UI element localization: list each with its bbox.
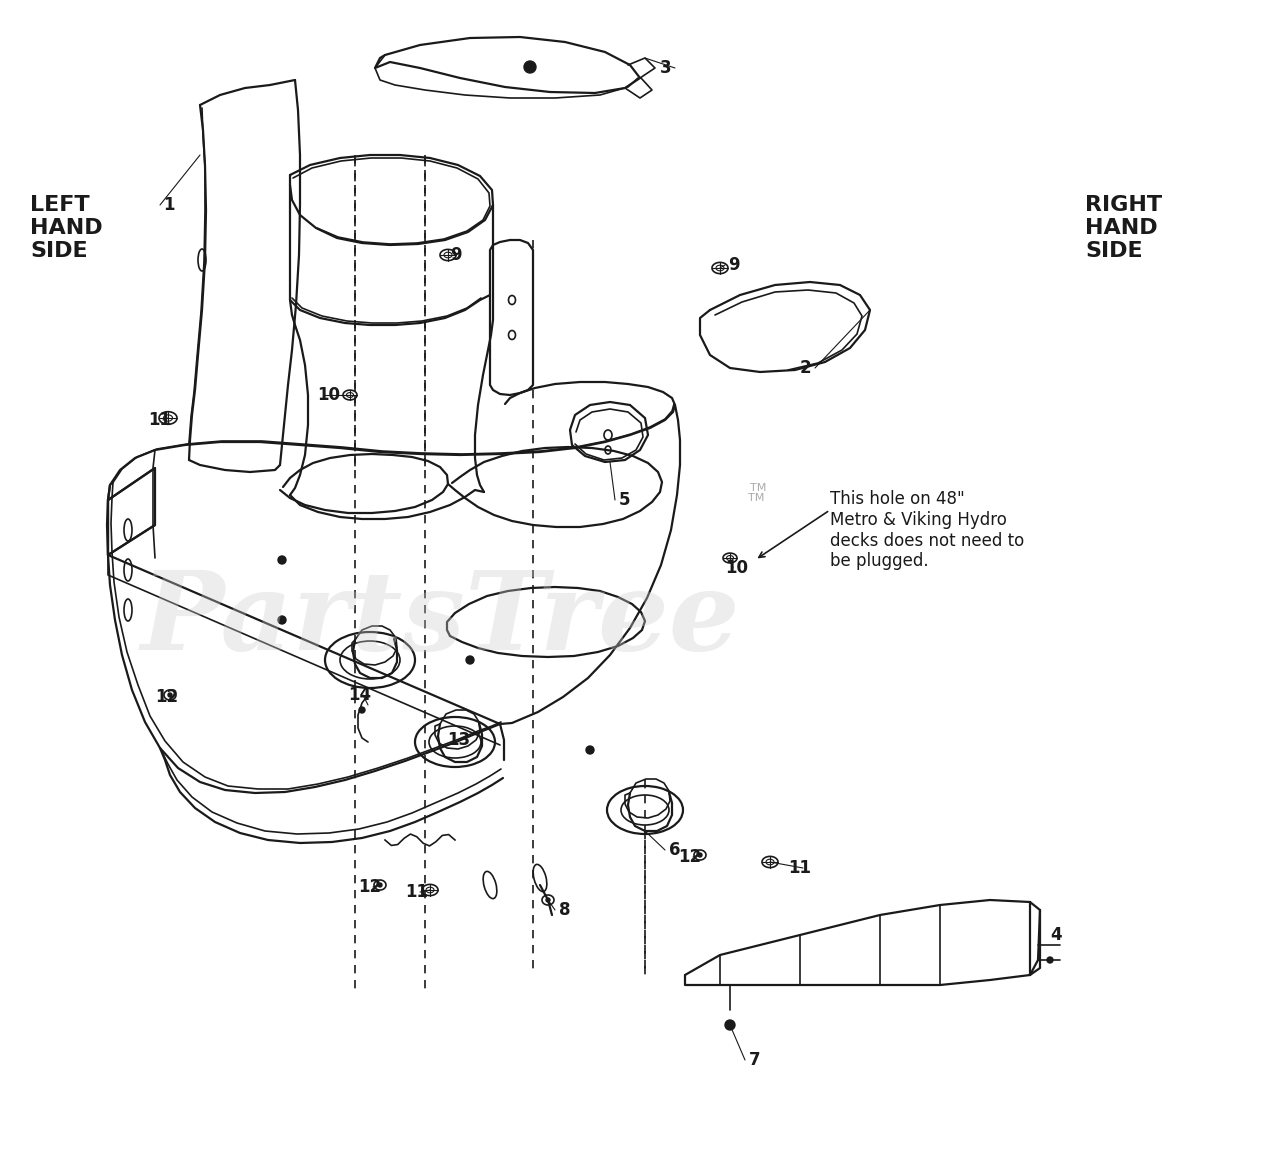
Text: 12: 12: [155, 689, 178, 706]
Text: 12: 12: [678, 848, 701, 866]
Text: 5: 5: [618, 491, 630, 509]
Circle shape: [378, 883, 381, 887]
Text: 1: 1: [164, 196, 175, 213]
Text: 3: 3: [660, 59, 672, 77]
Circle shape: [724, 1021, 735, 1030]
Circle shape: [1047, 957, 1053, 963]
Text: 13: 13: [447, 731, 470, 750]
Text: 9: 9: [728, 256, 740, 274]
Text: 10: 10: [317, 386, 340, 404]
Text: 11: 11: [148, 411, 172, 429]
Circle shape: [358, 707, 365, 713]
Circle shape: [524, 61, 536, 73]
Circle shape: [547, 899, 550, 902]
Circle shape: [698, 853, 701, 857]
Text: RIGHT
HAND
SIDE: RIGHT HAND SIDE: [1085, 195, 1162, 262]
Text: 4: 4: [1050, 925, 1061, 944]
Text: PartsTree: PartsTree: [141, 567, 740, 673]
Text: 11: 11: [404, 883, 428, 901]
Circle shape: [168, 693, 172, 697]
Text: This hole on 48"
Metro & Viking Hydro
decks does not need to
be plugged.: This hole on 48" Metro & Viking Hydro de…: [829, 490, 1024, 570]
Text: 12: 12: [358, 879, 381, 896]
Circle shape: [466, 656, 474, 664]
Text: TM: TM: [748, 493, 764, 503]
Circle shape: [278, 556, 285, 564]
Text: 11: 11: [788, 859, 812, 877]
Text: 14: 14: [348, 686, 371, 704]
Text: TM: TM: [750, 483, 767, 493]
Circle shape: [586, 746, 594, 754]
Text: LEFT
HAND
SIDE: LEFT HAND SIDE: [29, 195, 102, 262]
Circle shape: [278, 616, 285, 624]
Text: 2: 2: [800, 359, 812, 377]
Text: 9: 9: [451, 246, 462, 264]
Text: 7: 7: [749, 1051, 760, 1069]
Text: 10: 10: [724, 560, 748, 577]
Text: 6: 6: [668, 841, 680, 859]
Text: 8: 8: [558, 901, 570, 918]
